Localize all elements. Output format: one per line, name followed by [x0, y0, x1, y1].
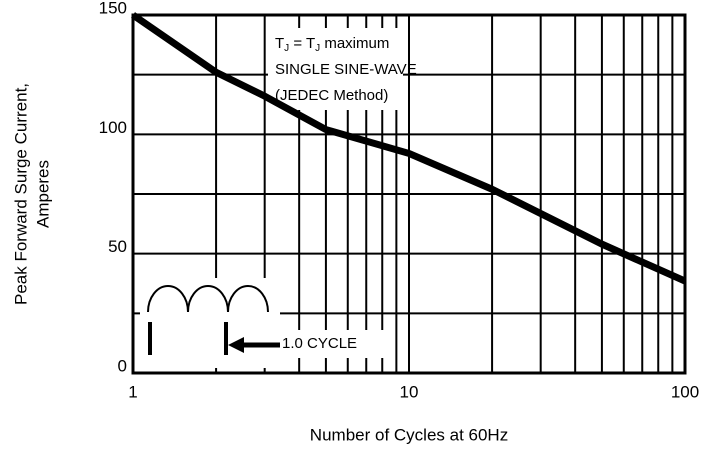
arrow-head [228, 337, 244, 353]
sub: J [284, 43, 289, 54]
x-tick-label: 100 [671, 382, 699, 401]
inset-box [140, 278, 280, 368]
sub: J [315, 43, 320, 54]
condition: TJ = TJ maximum [275, 35, 389, 54]
x-axis-label: Number of Cycles at 60Hz [310, 425, 508, 444]
note-box [268, 28, 403, 110]
y-axis-label: Peak Forward Surge Current, [11, 83, 30, 305]
y-tick-label: 100 [99, 118, 127, 137]
annotation: SINGLE SINE-WAVE [275, 61, 417, 78]
rest: maximum [320, 35, 389, 52]
annotation: (JEDEC Method) [275, 87, 388, 104]
x-tick-label: 10 [400, 382, 419, 401]
plot-frame [131, 13, 687, 375]
sine-wave [147, 285, 269, 313]
y-tick-label: 150 [99, 0, 127, 17]
y-axis-label: Amperes [33, 160, 52, 228]
cycle-box [275, 330, 395, 358]
t: T [275, 35, 284, 52]
y-tick-label: 50 [108, 237, 127, 256]
x-tick-label: 1 [128, 382, 137, 401]
eq: = T [289, 35, 315, 52]
curve [131, 12, 687, 285]
y-tick-label: 0 [118, 356, 127, 375]
cycle-label: 1.0 CYCLE [282, 335, 357, 352]
